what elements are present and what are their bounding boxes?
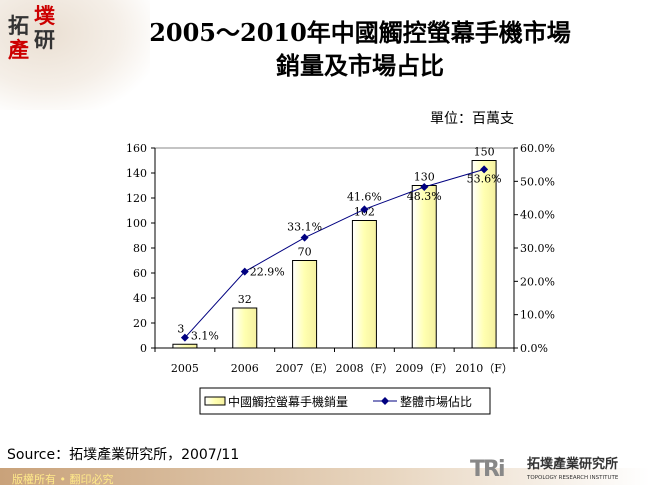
right-tick-label: 50.0% — [520, 175, 555, 188]
left-tick-label: 40 — [133, 292, 147, 305]
left-tick-label: 60 — [133, 267, 147, 280]
share-marker — [420, 183, 429, 191]
x-tick-label: 2008（F） — [336, 362, 394, 375]
title-line1: 2005～2010年中國觸控螢幕手機市場 — [149, 18, 571, 47]
left-tick-label: 20 — [133, 317, 147, 330]
share-value-label: 22.9% — [250, 266, 285, 279]
share-marker — [360, 205, 369, 214]
right-tick-label: 40.0% — [520, 209, 555, 222]
logo-char: 研 — [34, 28, 55, 52]
copyright: 版權所有 • 翻印必究 — [12, 473, 114, 486]
bar-value-label: 150 — [474, 146, 495, 159]
legend-bar-swatch — [204, 396, 226, 406]
bar-value-label: 130 — [414, 171, 435, 184]
brand-mark: TRi — [470, 457, 505, 482]
share-line — [184, 168, 485, 339]
share-value-label: 3.1% — [191, 330, 219, 343]
bar — [351, 220, 377, 349]
left-tick-label: 160 — [126, 142, 147, 155]
left-tick-label: 120 — [126, 192, 147, 205]
background-map — [0, 0, 150, 110]
share-value-label: 41.6% — [347, 190, 382, 203]
bar-value-label: 3 — [177, 322, 184, 335]
tri-logo: TRi 拓墣產業研究所 TOPOLOGY RESEARCH INSTITUTE — [470, 457, 618, 482]
legend-bar-label: 中國觸控螢幕手機銷量 — [228, 394, 348, 409]
unit-label: 單位：百萬支 — [430, 111, 514, 127]
brand-en: TOPOLOGY RESEARCH INSTITUTE — [527, 475, 619, 481]
logo-char: 墣 — [34, 4, 55, 28]
bar — [172, 343, 198, 349]
bar — [471, 160, 497, 349]
right-tick-label: 0.0% — [520, 342, 548, 355]
left-tick-label: 0 — [140, 342, 147, 355]
share-value-label: 53.6% — [467, 172, 502, 185]
brand-cn: 拓墣產業研究所 — [527, 457, 619, 472]
left-tick-label: 80 — [133, 242, 147, 255]
logo-char: 產 — [8, 38, 29, 62]
share-marker — [300, 233, 309, 242]
page-title: 2005～2010年中國觸控螢幕手機市場 銷量及市場占比 — [100, 16, 620, 82]
legend-line-marker — [381, 397, 389, 405]
left-tick-label: 140 — [126, 167, 147, 180]
right-tick-label: 60.0% — [520, 142, 555, 155]
right-tick-label: 30.0% — [520, 242, 555, 255]
title-line2: 銷量及市場占比 — [276, 51, 444, 80]
legend-line-label: 整體市場佔比 — [400, 394, 472, 409]
share-marker — [240, 267, 249, 276]
x-tick-label: 2005 — [171, 362, 199, 375]
right-tick-label: 10.0% — [520, 309, 555, 322]
share-marker — [480, 165, 489, 174]
logo: 拓 墣 產 研 — [8, 6, 60, 62]
bar — [292, 260, 318, 349]
bar-value-label: 32 — [238, 293, 252, 306]
legend — [199, 387, 491, 415]
left-tick-label: 100 — [126, 217, 147, 230]
x-tick-label: 2010（F） — [455, 362, 513, 375]
share-value-label: 48.3% — [407, 190, 442, 203]
footer-bar — [0, 468, 650, 485]
bar-value-label: 70 — [298, 246, 312, 259]
right-tick-label: 20.0% — [520, 275, 555, 288]
plot-area — [154, 147, 515, 349]
bar — [411, 185, 437, 349]
x-tick-label: 2006 — [231, 362, 259, 375]
share-marker — [180, 333, 189, 342]
bar — [232, 307, 258, 349]
source-note: Source：拓墣產業研究所，2007/11 — [7, 447, 240, 463]
x-tick-label: 2009（F） — [395, 362, 453, 375]
logo-char: 拓 — [8, 14, 29, 38]
x-tick-label: 2007（E） — [276, 362, 334, 375]
share-value-label: 33.1% — [287, 221, 322, 234]
